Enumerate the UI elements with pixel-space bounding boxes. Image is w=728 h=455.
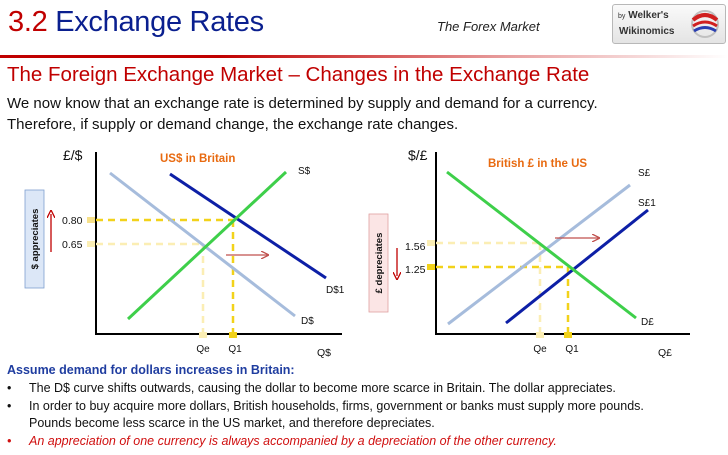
curve-label-s1: S£1 [638,198,656,209]
logo-by: by [618,13,626,20]
header-divider [0,55,728,58]
y-tick-125: 1.25 [405,264,426,276]
intro-line-1: We now know that an exchange rate is det… [7,95,598,112]
tick-mark-qe [536,332,544,338]
chart-title: US$ in Britain [160,153,235,165]
x-axis-label: Q$ [317,347,331,359]
tick-mark-qe [199,332,207,338]
x-tick-qe: Qe [533,344,547,355]
wikinomics-logo: by Welker's Wikinomics [612,4,726,44]
curve-label-d1: D$1 [326,285,345,296]
slide-title-word1: Exchange [55,6,182,38]
demand-curve-d [446,170,637,320]
x-tick-qe: Qe [196,344,210,355]
side-label-box [368,213,389,313]
curve-label-d: D$ [301,316,314,327]
logo-swirl-icon [691,10,719,38]
note-item: Pounds become less scarce in the US mark… [7,416,727,434]
slide-title-word2: Rates [189,6,265,38]
note-bullet: • [7,381,12,395]
side-label-box [24,189,45,289]
logo-line2: Wikinomics [619,26,675,37]
y-tick-156: 1.56 [405,241,426,253]
note-item-key-point: • An appreciation of one currency is alw… [7,434,727,452]
curve-label-s: S£ [638,168,651,179]
slide-subtitle: The Forex Market [437,19,540,34]
tick-mark-156 [427,240,435,246]
tick-mark-080 [87,217,95,223]
supply-curve-s [126,170,288,321]
curve-label-d: D£ [641,317,654,328]
chart-gbp-in-us: £ depreciates $/£ British £ in the US 1.… [368,147,690,359]
explanation-notes: Assume demand for dollars increases in B… [7,363,727,451]
note-text: An appreciation of one currency is alway… [29,433,557,448]
note-text: In order to buy acquire more dollars, Br… [29,398,644,413]
note-item: • The D$ curve shifts outwards, causing … [7,381,727,399]
demand-curve-d [109,171,296,318]
x-tick-q1: Q1 [228,344,242,355]
supply-curve-s1 [505,208,649,325]
y-axis-label: £/$ [63,147,83,163]
note-item: • In order to buy acquire more dollars, … [7,399,727,417]
slide-title-number: 3.2 [8,6,48,38]
note-text: Pounds become less scarce in the US mark… [29,416,435,430]
tick-mark-q1 [564,332,572,338]
notes-lead: Assume demand for dollars increases in B… [7,363,295,377]
supply-curve-s [447,183,631,326]
chart-title: British £ in the US [488,158,587,170]
tick-mark-125 [427,264,435,270]
y-tick-080: 0.80 [62,215,83,227]
y-axis-label: $/£ [408,147,428,163]
section-heading: The Foreign Exchange Market – Changes in… [7,63,590,86]
tick-mark-065 [87,241,95,247]
tick-mark-q1 [229,332,237,338]
intro-text: We now know that an exchange rate is det… [7,93,598,135]
forex-graphs: $ appreciates £/$ US$ in Britain 0.80 0.… [24,147,690,359]
chart-usd-in-britain: $ appreciates £/$ US$ in Britain 0.80 0.… [24,147,345,359]
slide-title: 3.2 Exchange Rates [8,6,264,39]
curve-label-s: S$ [298,166,311,177]
logo-welkers: Welker's [628,10,669,21]
y-tick-065: 0.65 [62,239,83,251]
side-label-text: £ depreciates [374,233,385,294]
x-tick-q1: Q1 [565,344,579,355]
side-label-text: $ appreciates [30,209,41,270]
note-bullet: • [7,398,12,413]
x-axis-label: Q£ [658,347,672,359]
note-text: The D$ curve shifts outwards, causing th… [29,381,616,395]
intro-line-2: Therefore, if supply or demand change, t… [7,116,459,133]
logo-line1: by Welker's [618,10,669,21]
demand-curve-d1 [169,172,327,280]
note-bullet: • [7,433,12,448]
